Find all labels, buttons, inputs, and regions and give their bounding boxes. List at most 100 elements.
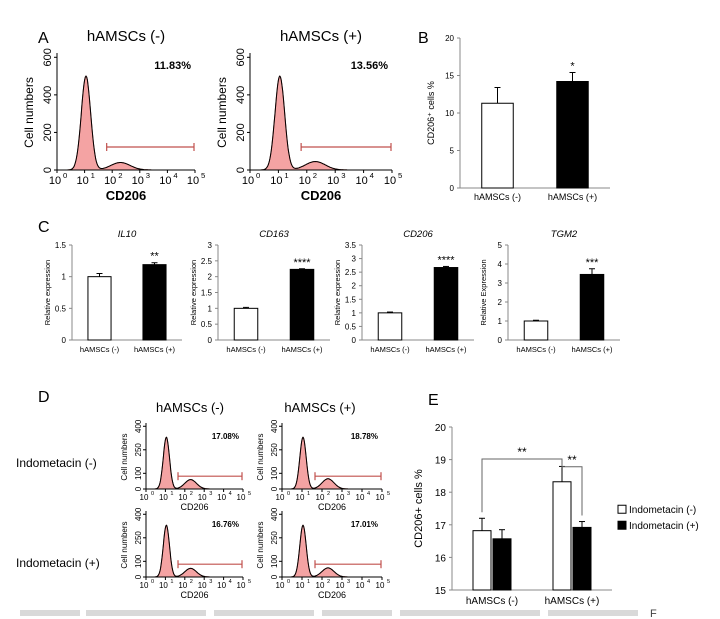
- percent-label: 16.76%: [212, 520, 239, 529]
- x-tick-exponent: 5: [248, 491, 251, 497]
- significance-marker: ****: [437, 254, 455, 266]
- x-tick-exponent: 5: [201, 171, 205, 180]
- bar-chart-C1: 0 0.5 1 1.5 hAMSCs (-) ** hAMSCs (+) Relative e…: [43, 229, 182, 354]
- y-tick-label: 400: [270, 419, 279, 433]
- bar: [523, 320, 549, 341]
- x-category-label: hAMSCs (-): [226, 345, 266, 354]
- significance-marker: *: [570, 61, 575, 73]
- x-tick-exponent: 3: [209, 491, 212, 497]
- y-tick-label: 400: [270, 507, 279, 521]
- x-tick-exponent: 3: [209, 579, 212, 585]
- y-tick-label: 0: [498, 336, 503, 345]
- bar: [572, 526, 592, 591]
- y-tick-label: 100: [134, 466, 143, 480]
- y-tick-label: 1.5: [345, 295, 357, 304]
- y-tick-label: 1.5: [201, 289, 213, 298]
- x-axis-label: CD206: [301, 188, 341, 203]
- significance-marker: **: [517, 445, 527, 459]
- y-tick-label: 5: [450, 147, 455, 156]
- bar: [233, 307, 259, 341]
- x-axis-label: CD206: [318, 590, 346, 600]
- bar-chart-E: 15 16 17 18 19 20 hAMSCs (-) hAMSCs (+) ** ** CD20…: [413, 423, 699, 607]
- x-tick-exponent: 3: [341, 171, 345, 180]
- y-tick-label: 1: [62, 273, 67, 282]
- charts-layer: 11.83%10 0 10 1 10 2 10 3 10 4 10 50200400600CD206C…: [22, 28, 699, 607]
- bar-chart-C2: 0 0.5 1 1.5 2 2.5 3 hAMSCs (-) **** hAMSCs (+) Rel…: [189, 229, 330, 354]
- y-tick-label: 0: [208, 336, 213, 345]
- panel-letter-e: E: [428, 392, 439, 409]
- panel-letter-c: C: [38, 219, 50, 236]
- panel-d-column-label-2: hAMSCs (+): [284, 400, 355, 415]
- x-tick-label: 10: [384, 175, 396, 187]
- x-tick-label: 10: [217, 581, 226, 590]
- x-category-label: hAMSCs (-): [474, 192, 521, 202]
- caption-blur-segment: [548, 610, 638, 616]
- x-tick-label: 10: [356, 493, 365, 502]
- y-tick-label: 1: [352, 309, 357, 318]
- significance-marker: **: [150, 251, 159, 263]
- x-tick-exponent: 3: [347, 491, 350, 497]
- panel-letter-d: D: [38, 389, 50, 406]
- x-tick-label: 10: [376, 581, 385, 590]
- percent-label: 11.83%: [154, 60, 191, 72]
- bar: [579, 273, 605, 341]
- y-tick-label: 3: [352, 255, 357, 264]
- y-tick-label: 400: [134, 419, 143, 433]
- histogram-line: [282, 436, 382, 490]
- y-tick-label: 0: [134, 574, 143, 579]
- y-tick-label: 250: [270, 443, 279, 457]
- x-tick-label: 10: [76, 175, 88, 187]
- x-tick-label: 10: [242, 175, 254, 187]
- x-tick-label: 10: [159, 175, 171, 187]
- y-tick-label: 2.5: [345, 268, 357, 277]
- x-tick-label: 10: [140, 493, 149, 502]
- x-tick-exponent: 5: [387, 491, 390, 497]
- x-tick-label: 10: [336, 581, 345, 590]
- x-tick-label: 10: [316, 581, 325, 590]
- x-tick-exponent: 5: [248, 579, 251, 585]
- y-tick-label: 1: [498, 317, 503, 326]
- bar: [552, 481, 572, 591]
- x-tick-exponent: 0: [287, 579, 290, 585]
- panel-letter-a: A: [38, 30, 49, 47]
- caption-fragment-blur: [20, 610, 638, 616]
- x-tick-label: 10: [140, 581, 149, 590]
- y-tick-label: 5: [498, 241, 503, 250]
- panel-d-column-label-1: hAMSCs (-): [156, 400, 224, 415]
- y-tick-label: 600: [42, 48, 54, 66]
- x-category-label: hAMSCs (-): [466, 596, 518, 607]
- y-tick-label: 4: [498, 260, 503, 269]
- y-tick-label: 1: [208, 304, 213, 313]
- x-tick-label: 10: [296, 493, 305, 502]
- legend-swatch: [617, 504, 627, 514]
- bar: [377, 312, 403, 341]
- y-axis-label: Cell numbers: [256, 521, 265, 568]
- y-axis-label: CD206⁺ cells %: [426, 81, 436, 145]
- x-tick-label: 10: [327, 175, 339, 187]
- x-tick-label: 10: [159, 581, 168, 590]
- bar: [87, 276, 112, 341]
- y-tick-label: 250: [270, 531, 279, 545]
- y-tick-label: 400: [235, 86, 247, 104]
- x-tick-label: 10: [217, 493, 226, 502]
- x-tick-label: 10: [237, 493, 246, 502]
- histogram-line: [146, 436, 243, 490]
- panel-d-row-label-1: Indometacin (-): [16, 456, 97, 470]
- bar-chart-C4: 0 1 2 3 4 5 hAMSCs (-) *** hAMSCs (+) Relative Ex…: [479, 229, 620, 354]
- caption-blur-segment: [214, 610, 314, 616]
- y-axis-label: Relative expression: [43, 260, 52, 325]
- significance-bracket: [561, 462, 583, 516]
- histogram-A1: 11.83%10 0 10 1 10 2 10 3 10 4 10 50200400600CD206C…: [22, 28, 205, 203]
- y-tick-label: 3.5: [345, 241, 357, 250]
- bar: [289, 268, 315, 341]
- x-category-label: hAMSCs (-): [370, 345, 410, 354]
- panel-letter-b: B: [418, 30, 429, 47]
- y-tick-label: 16: [435, 553, 447, 564]
- x-tick-exponent: 0: [256, 171, 260, 180]
- y-axis-label: Cell numbers: [22, 77, 36, 148]
- y-axis-label: Relative expression: [333, 260, 342, 325]
- x-tick-exponent: 2: [327, 579, 330, 585]
- x-tick-label: 10: [276, 581, 285, 590]
- chart-title: TGM2: [551, 229, 578, 240]
- x-category-label: hAMSCs (+): [281, 345, 323, 354]
